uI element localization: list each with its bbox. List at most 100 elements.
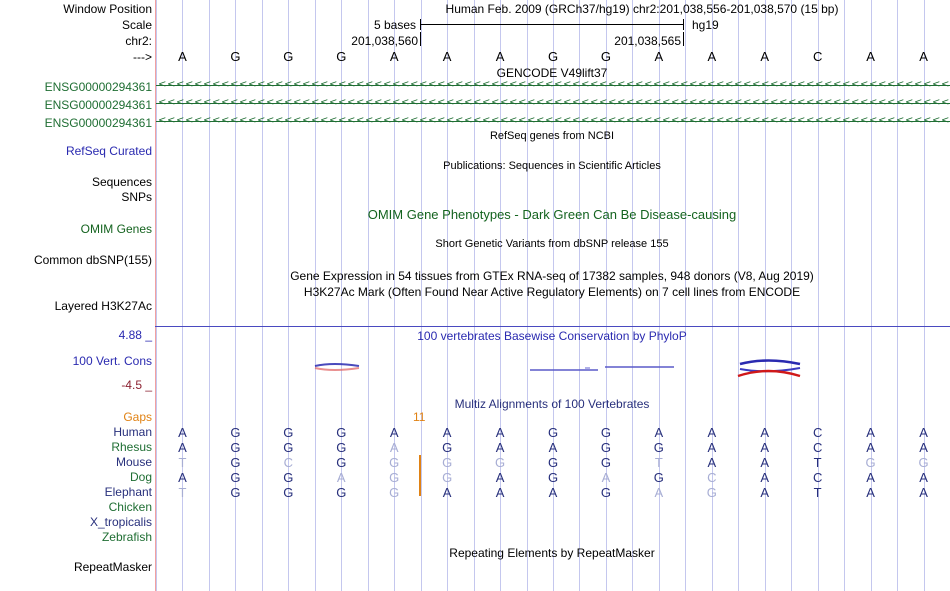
strand-arrow-icon: < (581, 98, 590, 108)
strand-arrow-icon: < (680, 80, 689, 90)
strand-arrow-icon: < (374, 98, 383, 108)
species-label-mouse[interactable]: Mouse (115, 455, 152, 469)
strand-arrow-icon: < (572, 116, 581, 126)
strand-arrow-icon: < (797, 98, 806, 108)
h3k27ac-label[interactable]: Layered H3K27Ac (54, 299, 152, 313)
strand-arrow-icon: < (482, 98, 491, 108)
strand-arrow-icon: < (545, 98, 554, 108)
alignment-base: A (760, 440, 770, 455)
strand-arrow-icon: < (320, 80, 329, 90)
alignment-base: G (918, 455, 929, 470)
alignment-base: A (866, 425, 875, 440)
strand-arrow-icon: < (824, 116, 833, 126)
strand-arrow-icon: < (833, 80, 842, 90)
strand-arrow-icon: < (446, 116, 455, 126)
strand-arrow-icon: < (158, 98, 167, 108)
snps-label[interactable]: SNPs (121, 190, 152, 204)
gencode-gene-label-0[interactable]: ENSG00000294361 (44, 80, 152, 94)
chromosome-label: chr2: (125, 34, 152, 48)
strand-arrow-icon: < (833, 116, 842, 126)
species-label-chicken[interactable]: Chicken (108, 500, 152, 514)
strand-arrow-icon: < (896, 80, 905, 90)
alignment-base: G (389, 485, 400, 500)
alignment-base: G (442, 470, 453, 485)
strand-arrow-icon: < (356, 80, 365, 90)
strand-arrow-icon: < (158, 116, 167, 126)
species-label-rhesus[interactable]: Rhesus (111, 440, 152, 454)
strand-arrow-icon: < (860, 80, 869, 90)
strand-arrow-icon: < (383, 80, 392, 90)
strand-arrow-icon: < (536, 80, 545, 90)
strand-arrow-icon: < (392, 80, 401, 90)
strand-arrow-icon: < (689, 98, 698, 108)
strand-arrow-icon: < (293, 80, 302, 90)
conservation-plot[interactable] (155, 326, 950, 385)
refseq-curated-label[interactable]: RefSeq Curated (65, 144, 152, 158)
reference-base: A (919, 49, 928, 64)
strand-arrow-icon: < (509, 98, 518, 108)
species-label-human[interactable]: Human (113, 425, 152, 439)
strand-arrow-icon: < (698, 98, 707, 108)
alignment-base: A (707, 440, 717, 455)
strand-arrow-icon: < (329, 116, 338, 126)
strand-arrow-icon: < (770, 116, 779, 126)
strand-arrow-icon: < (257, 116, 266, 126)
alignment-base: A (654, 485, 664, 500)
strand-arrow-icon: < (167, 98, 176, 108)
gencode-gene-arrows-2[interactable]: < < < < < < < < < < < < < < < < < < < < < < < < < < < < < < < < < < < < < < < <… (156, 116, 950, 127)
strand-arrow-icon: < (383, 116, 392, 126)
strand-arrow-icon: < (221, 98, 230, 108)
strand-arrow-icon: < (734, 80, 743, 90)
strand-arrow-icon: < (788, 80, 797, 90)
alignment-base: A (866, 440, 875, 455)
alignment-base: A (707, 455, 717, 470)
strand-arrow-icon: < (851, 116, 860, 126)
gencode-gene-label-2[interactable]: ENSG00000294361 (44, 116, 152, 130)
strand-arrow-icon: < (824, 98, 833, 108)
strand-arrow-icon: < (653, 80, 662, 90)
alignment-base: T (813, 485, 822, 500)
gencode-center-label: GENCODE V49lift37 (496, 66, 608, 80)
strand-arrow-icon: < (221, 116, 230, 126)
reference-base: A (760, 49, 770, 64)
strand-arrow-icon: < (590, 98, 599, 108)
strand-arrow-icon: < (473, 98, 482, 108)
publications-center-label: Publications: Sequences in Scientific Ar… (443, 160, 661, 172)
strand-arrow-icon: < (248, 80, 257, 90)
strand-arrow-icon: < (527, 98, 536, 108)
coordinate-right: 201,038,565 (614, 34, 681, 48)
strand-arrow-icon: < (743, 116, 752, 126)
species-label-elephant[interactable]: Elephant (104, 485, 152, 499)
strand-arrow-icon: < (302, 116, 311, 126)
repeatmasker-label[interactable]: RepeatMasker (73, 560, 152, 574)
strand-arrow-icon: < (707, 98, 716, 108)
alignment-base: A (760, 455, 770, 470)
conservation-axis-max: 4.88 _ (118, 328, 152, 342)
species-label-dog[interactable]: Dog (129, 470, 152, 484)
strand-arrow-icon: < (716, 80, 725, 90)
alignment-base: G (547, 455, 559, 470)
gencode-gene-arrows-0[interactable]: < < < < < < < < < < < < < < < < < < < < < < < < < < < < < < < < < < < < < < < <… (156, 80, 950, 91)
strand-arrow-label: ---> (133, 50, 152, 64)
omim-genes-label[interactable]: OMIM Genes (80, 222, 152, 236)
alignment-base: G (600, 440, 611, 455)
strand-arrow-icon: < (887, 98, 896, 108)
strand-arrow-icon: < (860, 116, 869, 126)
species-label-x_tropicalis[interactable]: X_tropicalis (89, 515, 152, 529)
dbsnp-label[interactable]: Common dbSNP(155) (33, 253, 152, 267)
sequences-label[interactable]: Sequences (91, 175, 152, 189)
gencode-gene-arrows-1[interactable]: < < < < < < < < < < < < < < < < < < < < < < < < < < < < < < < < < < < < < < < <… (156, 98, 950, 109)
gene-line (156, 85, 950, 86)
strand-arrow-icon: < (608, 116, 617, 126)
alignment-base: C (812, 425, 823, 440)
strand-arrow-icon: < (905, 116, 914, 126)
strand-arrow-icon: < (914, 80, 923, 90)
species-label-zebrafish[interactable]: Zebrafish (101, 530, 152, 544)
strand-arrow-icon: < (185, 98, 194, 108)
strand-arrow-icon: < (374, 80, 383, 90)
conservation-label[interactable]: 100 Vert. Cons (72, 354, 152, 368)
strand-arrow-icon: < (329, 98, 338, 108)
gencode-gene-label-1[interactable]: ENSG00000294361 (44, 98, 152, 112)
alignment-base: G (547, 470, 559, 485)
strand-arrow-icon: < (518, 80, 527, 90)
